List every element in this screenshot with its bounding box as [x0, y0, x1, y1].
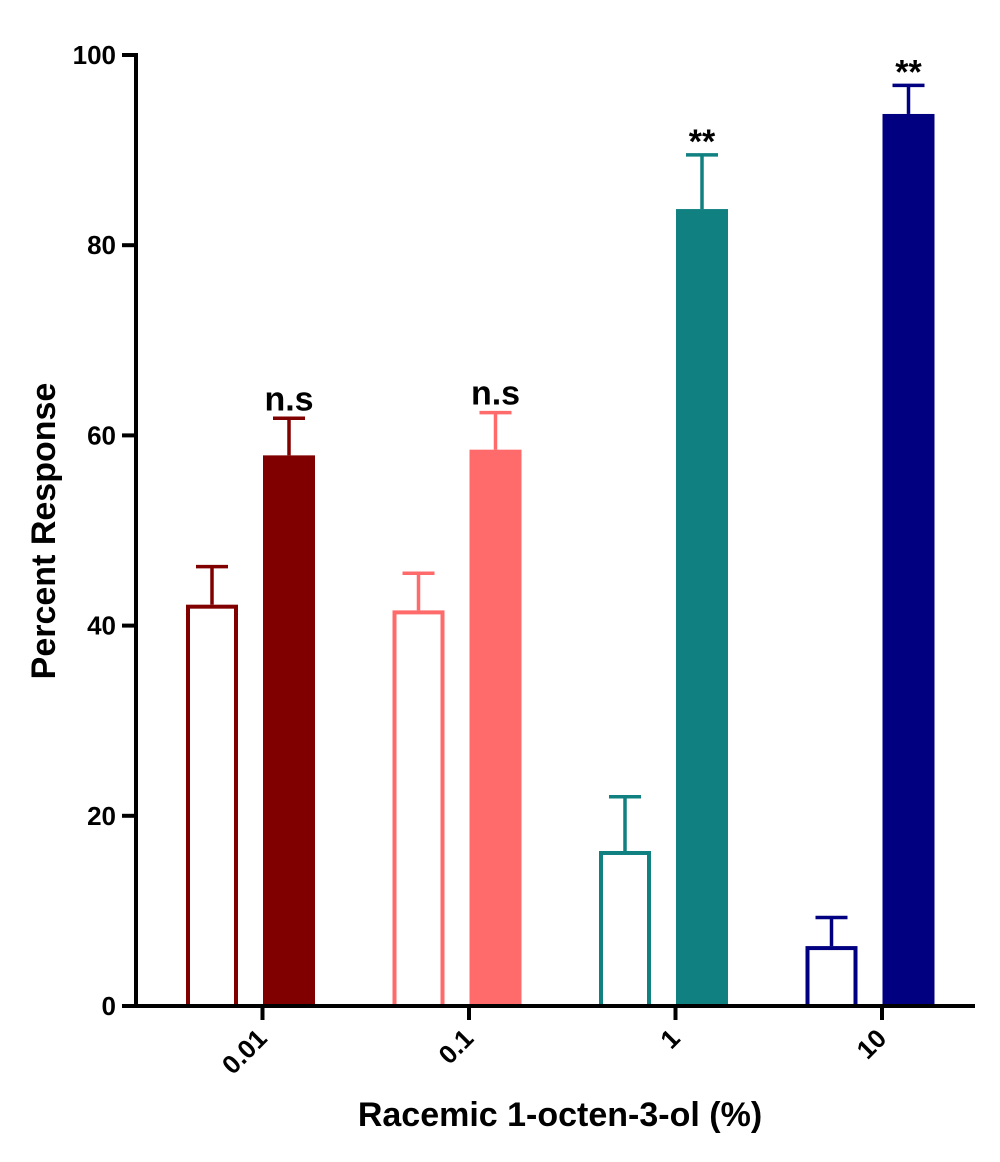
y-tick-label-20: 20 [87, 801, 116, 831]
error-bar-0.01-open [196, 564, 228, 605]
y-tick-label-0: 0 [102, 991, 116, 1021]
y-tick-label-60: 60 [87, 420, 116, 450]
error-bar-0.01-filled [273, 416, 305, 456]
bar-1-open [599, 850, 651, 1008]
significance-label-10: ** [895, 53, 922, 91]
axes-layer [122, 53, 975, 1020]
x-tick-label-1: 1 [654, 1023, 685, 1054]
significance-label-1: ** [689, 123, 716, 161]
x-axis-title: Racemic 1-octen-3-ol (%) [358, 1096, 762, 1134]
y-tick-label-100: 100 [73, 40, 116, 70]
error-bar-1-open [609, 795, 641, 851]
x-tick-label-0.01: 0.01 [216, 1023, 273, 1080]
bar-0.1-open [392, 610, 445, 1008]
error-bar-10-open [815, 915, 848, 947]
bars-layer [186, 113, 935, 1008]
y-tick-label-40: 40 [87, 611, 116, 641]
bar-0.01-open [186, 604, 238, 1008]
bar-1-filled [676, 209, 728, 1006]
bar-0.01-filled [263, 455, 315, 1007]
significance-label-0.01: n.s [264, 380, 313, 418]
error-bar-1-filled [686, 153, 718, 210]
bar-10-filled [882, 113, 935, 1007]
significance-label-0.1: n.s [471, 375, 520, 413]
error-bars-layer [196, 83, 925, 947]
bar-10-open [805, 946, 858, 1008]
error-bar-10-filled [892, 83, 925, 114]
x-tick-label-0.1: 0.1 [432, 1023, 479, 1070]
error-bar-0.1-open [402, 571, 435, 611]
x-tick-label-10: 10 [851, 1023, 893, 1065]
y-tick-label-80: 80 [87, 230, 116, 260]
error-bar-0.1-filled [479, 410, 512, 450]
y-axis-title: Percent Response [25, 383, 63, 680]
bar-0.1-filled [469, 449, 522, 1006]
